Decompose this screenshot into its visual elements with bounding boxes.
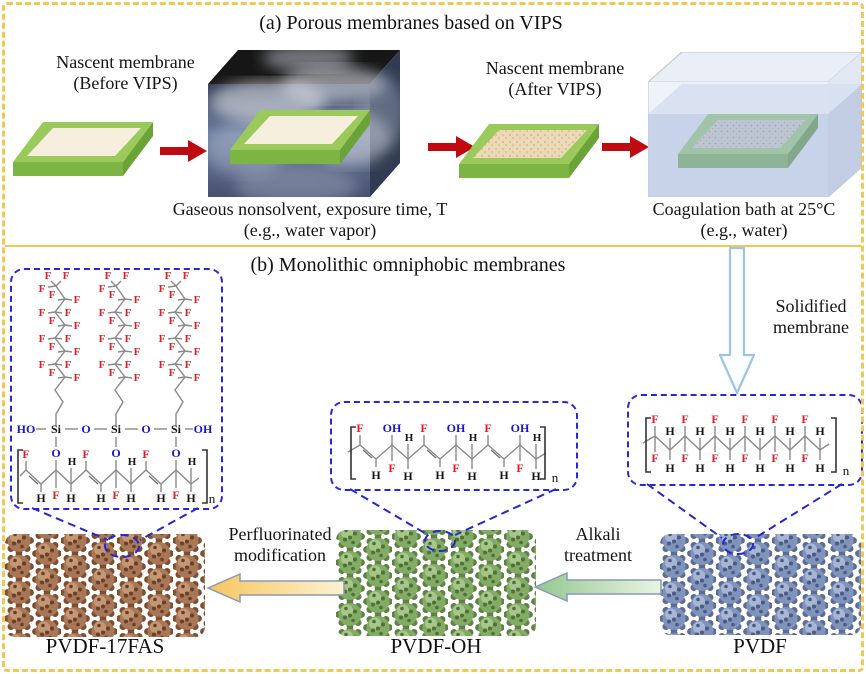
atom-O: O — [141, 422, 150, 436]
atom-O: O — [51, 446, 60, 460]
membrane-after-graphic — [459, 124, 599, 178]
pvdfoh-membrane-graphic — [336, 530, 536, 636]
panel-a-title: (a) Porous membranes based on VIPS — [259, 12, 563, 34]
solidified-membrane-arrow — [719, 247, 755, 395]
atom-O: O — [81, 422, 90, 436]
bath-caption: Coagulation bath at 25°C (e.g., water) — [652, 199, 836, 240]
subscript-n: n — [552, 470, 559, 485]
atom-OH: OH — [194, 422, 213, 436]
atom-O: O — [171, 446, 180, 460]
atom-O: O — [111, 446, 120, 460]
pvdf-structure: n — [642, 411, 850, 478]
pvdf-label: PVDF — [733, 634, 787, 658]
perfluorinated-modification-label: Perfluorinated modification — [228, 524, 332, 565]
panel-divider — [5, 245, 861, 247]
membrane-before-graphic — [13, 122, 153, 176]
pvdfoh-label: PVDF-OH — [390, 634, 482, 658]
pvdf17fas-structure-box: HO Si O Si O Si OH O O O n — [10, 268, 223, 510]
pvdf17fas-label: PVDF-17FAS — [45, 634, 165, 658]
process-arrow-1 — [160, 140, 207, 162]
pvdf17fas-membrane-graphic — [5, 534, 205, 637]
panel-b-title: (b) Monolithic omniphobic membranes — [250, 254, 566, 276]
pvdfoh-structure: n — [347, 420, 559, 485]
alkali-treatment-label: Alkali treatment — [564, 524, 632, 565]
alkali-arrow — [533, 571, 662, 603]
process-arrow-3 — [602, 136, 649, 158]
atom-HO: HO — [17, 422, 36, 436]
nascent-before-label: Nascent membrane (Before VIPS) — [56, 52, 195, 93]
subscript-n: n — [843, 463, 850, 478]
chamber-caption: Gaseous nonsolvent, exposure time, T (e.… — [172, 199, 448, 240]
atom-Si: Si — [171, 422, 182, 436]
nascent-after-label: Nascent membrane (After VIPS) — [485, 58, 625, 99]
solidified-membrane-label: Solidified membrane — [773, 296, 849, 337]
coagulation-bath-graphic — [648, 52, 862, 197]
vips-chamber-graphic — [208, 50, 400, 197]
pvdf-membrane-graphic — [660, 534, 861, 635]
atom-Si: Si — [111, 422, 122, 436]
subscript-n: n — [209, 491, 216, 504]
perfluorinated-arrow — [206, 572, 345, 604]
pvdf17fas-structure: HO Si O Si O Si OH O O O n — [17, 270, 216, 504]
atom-Si: Si — [51, 422, 62, 436]
pvdfoh-structure-box: n — [330, 401, 578, 491]
pvdf-structure-box: n — [627, 394, 863, 486]
